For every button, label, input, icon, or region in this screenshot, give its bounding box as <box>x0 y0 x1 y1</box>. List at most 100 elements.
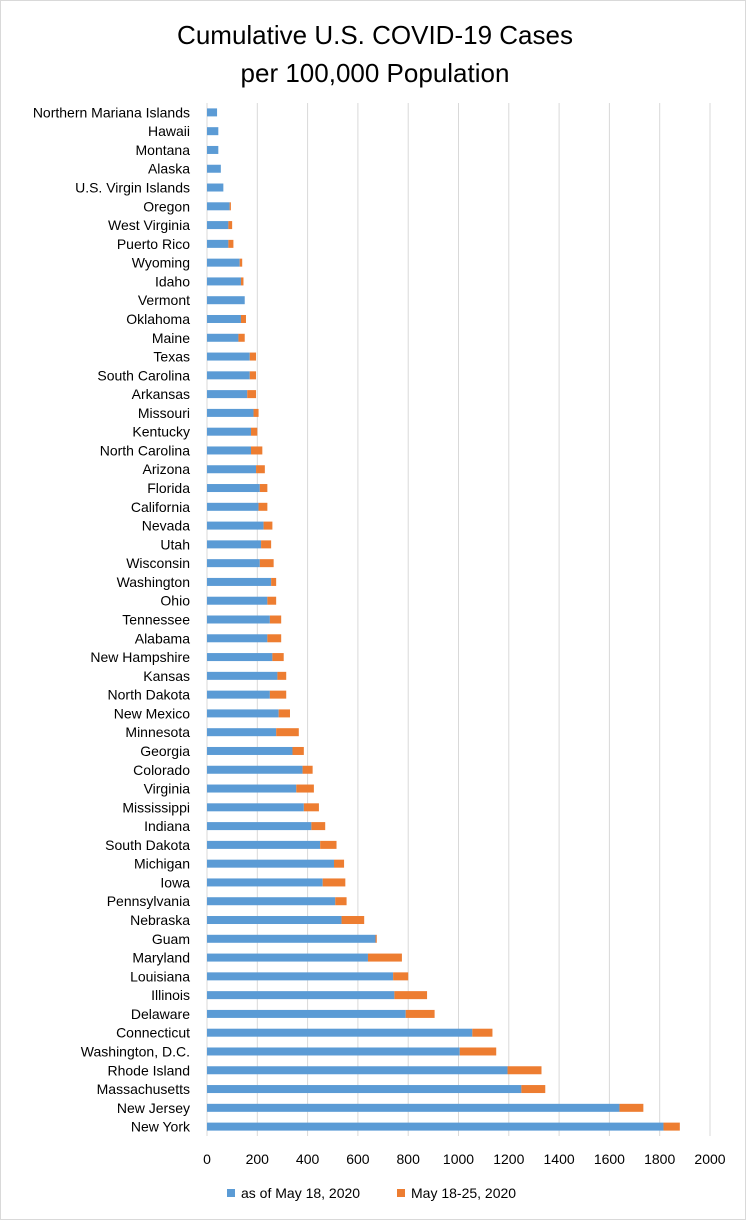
category-label: Arizona <box>143 461 191 477</box>
category-label: North Carolina <box>100 442 190 458</box>
bar-may-18-25 <box>239 258 243 267</box>
legend: as of May 18, 2020 May 18-25, 2020 <box>227 1185 516 1201</box>
bar-may-18-25 <box>261 540 272 549</box>
bar-as-of-may-18 <box>207 277 241 286</box>
bar-may-18-25 <box>393 972 409 981</box>
category-label: Puerto Rico <box>117 236 190 252</box>
category-label: Hawaii <box>148 123 190 139</box>
category-label: West Virginia <box>108 217 190 233</box>
category-label: Georgia <box>140 743 190 759</box>
category-label: Washington, D.C. <box>81 1043 190 1059</box>
bar-as-of-may-18 <box>207 145 219 154</box>
category-label: Missouri <box>138 405 190 421</box>
category-label: Michigan <box>134 856 190 872</box>
x-tick-label: 0 <box>203 1151 211 1167</box>
x-tick-label: 1400 <box>544 1151 575 1167</box>
category-label: Florida <box>147 480 190 496</box>
chart-title-line: Cumulative U.S. COVID-19 Cases <box>177 20 573 50</box>
category-label: Arkansas <box>132 386 190 402</box>
category-label: Delaware <box>131 1006 190 1022</box>
bar-may-18-25 <box>292 746 304 755</box>
bar-may-18-25 <box>228 239 234 248</box>
x-tick-label: 800 <box>397 1151 421 1167</box>
bar-as-of-may-18 <box>207 596 268 605</box>
category-label: Illinois <box>151 987 190 1003</box>
bar-as-of-may-18 <box>207 1009 406 1018</box>
category-label: Rhode Island <box>107 1062 190 1078</box>
x-axis-ticks: 0 200 400 600 800 1000 1200 1400 1600 1800 2000 <box>203 1151 726 1167</box>
category-label: Maryland <box>132 950 190 966</box>
bar-may-18-25 <box>259 484 268 493</box>
x-tick-label: 400 <box>296 1151 320 1167</box>
category-label: New Hampshire <box>90 649 190 665</box>
x-tick-label: 1800 <box>644 1151 675 1167</box>
bar-as-of-may-18 <box>207 221 229 230</box>
bar-may-18-25 <box>251 427 258 436</box>
bar-may-18-25 <box>341 916 365 925</box>
bar-may-18-25 <box>303 803 319 812</box>
bar-may-18-25 <box>619 1103 644 1112</box>
category-label: Ohio <box>160 593 190 609</box>
category-label: South Dakota <box>105 837 190 853</box>
legend-swatch <box>397 1189 405 1197</box>
bar-as-of-may-18 <box>207 784 297 793</box>
bar-as-of-may-18 <box>207 991 395 1000</box>
legend-swatch <box>227 1189 235 1197</box>
chart-title-line: per 100,000 Population <box>241 58 510 88</box>
bar-may-18-25 <box>322 878 346 887</box>
bar-may-18-25 <box>276 728 299 737</box>
chart-title: Cumulative U.S. COVID-19 Cases per 100,00… <box>177 20 573 88</box>
bar-as-of-may-18 <box>207 634 268 643</box>
bar-as-of-may-18 <box>207 953 368 962</box>
gridlines <box>206 103 711 1136</box>
bar-may-18-25 <box>507 1066 542 1075</box>
category-label: Oklahoma <box>126 311 190 327</box>
bar-may-18-25 <box>249 371 257 380</box>
bar-as-of-may-18 <box>207 972 394 981</box>
bar-as-of-may-18 <box>207 728 277 737</box>
bar-as-of-may-18 <box>207 164 221 173</box>
category-label: Pennsylvania <box>107 893 190 909</box>
bar-as-of-may-18 <box>207 314 241 323</box>
bar-may-18-25 <box>258 502 268 511</box>
bar-may-18-25 <box>251 446 263 455</box>
category-label: Nevada <box>142 518 190 534</box>
category-label: Wisconsin <box>126 555 190 571</box>
category-label: Colorado <box>133 762 190 778</box>
bar-may-18-25 <box>521 1085 546 1094</box>
bar-as-of-may-18 <box>207 1028 473 1037</box>
x-tick-label: 1000 <box>443 1151 474 1167</box>
bar-may-18-25 <box>394 991 428 1000</box>
bar-may-18-25 <box>311 822 326 831</box>
bars <box>207 108 680 1131</box>
x-tick-label: 200 <box>246 1151 270 1167</box>
x-tick-label: 1600 <box>594 1151 625 1167</box>
bar-as-of-may-18 <box>207 803 304 812</box>
bar-as-of-may-18 <box>207 540 262 549</box>
bar-as-of-may-18 <box>207 671 278 680</box>
category-label: Wyoming <box>132 255 190 271</box>
bar-may-18-25 <box>472 1028 493 1037</box>
category-label: New Jersey <box>117 1100 190 1116</box>
category-label: California <box>131 499 190 515</box>
bar-may-18-25 <box>267 634 282 643</box>
category-label: New Mexico <box>114 705 190 721</box>
category-label: South Carolina <box>97 367 190 383</box>
bar-as-of-may-18 <box>207 202 230 211</box>
bar-as-of-may-18 <box>207 408 254 417</box>
category-label: Kentucky <box>132 424 190 440</box>
bar-as-of-may-18 <box>207 1047 460 1056</box>
category-label: Iowa <box>160 874 190 890</box>
bar-as-of-may-18 <box>207 1066 508 1075</box>
bar-may-18-25 <box>271 577 277 586</box>
x-tick-label: 2000 <box>694 1151 725 1167</box>
bar-as-of-may-18 <box>207 916 342 925</box>
category-label: Connecticut <box>116 1025 190 1041</box>
category-label: Texas <box>153 349 190 365</box>
bar-as-of-may-18 <box>207 822 312 831</box>
category-label: Louisiana <box>130 968 190 984</box>
bar-as-of-may-18 <box>207 465 257 474</box>
bar-as-of-may-18 <box>207 1085 522 1094</box>
